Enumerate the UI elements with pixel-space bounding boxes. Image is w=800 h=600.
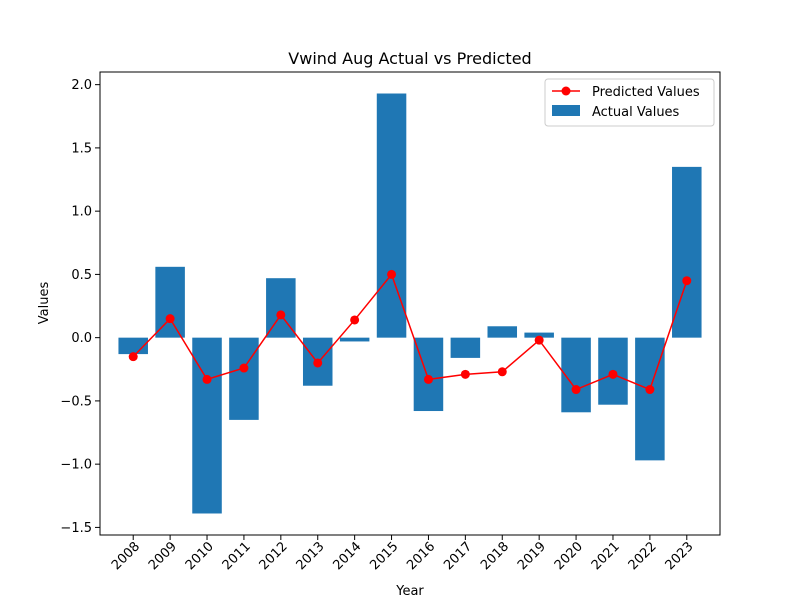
x-axis-title: Year bbox=[395, 584, 424, 599]
y-tick-label: −1.0 bbox=[60, 458, 92, 473]
y-tick-label: 2.0 bbox=[71, 78, 92, 93]
predicted-point-2023 bbox=[682, 276, 692, 286]
predicted-point-2017 bbox=[460, 369, 470, 379]
legend-predicted-marker bbox=[561, 86, 571, 96]
x-tick-label: 2023 bbox=[663, 539, 697, 573]
chart-title: Vwind Aug Actual vs Predicted bbox=[288, 49, 531, 68]
predicted-point-2012 bbox=[276, 310, 286, 320]
x-tick-label: 2009 bbox=[146, 539, 180, 573]
legend-box bbox=[544, 78, 715, 127]
y-tick-label: −1.5 bbox=[60, 521, 92, 536]
x-tick-label: 2008 bbox=[109, 539, 143, 573]
x-tick-label: 2014 bbox=[330, 539, 364, 573]
bar-2009 bbox=[155, 266, 185, 338]
predicted-point-2015 bbox=[387, 269, 397, 279]
predicted-point-2018 bbox=[497, 367, 507, 377]
bar-2011 bbox=[229, 337, 259, 420]
predicted-point-2011 bbox=[239, 363, 249, 373]
predicted-point-2009 bbox=[165, 314, 175, 324]
x-tick-label: 2021 bbox=[589, 539, 623, 573]
predicted-markers-layer bbox=[128, 269, 692, 395]
x-tick-label: 2016 bbox=[404, 539, 438, 573]
y-axis-title: Values bbox=[37, 282, 52, 325]
plot-frame bbox=[99, 71, 721, 536]
x-axis: 2008 2009 2010 2011 2012 2013 2014 2015 2016 2017… bbox=[109, 535, 697, 573]
predicted-point-2022 bbox=[645, 385, 655, 395]
bar-2022 bbox=[635, 337, 665, 461]
bar-2020 bbox=[561, 337, 591, 413]
x-tick-label: 2020 bbox=[552, 539, 586, 573]
x-tick-label: 2015 bbox=[367, 539, 401, 573]
x-tick-label: 2017 bbox=[441, 539, 475, 573]
y-tick-label: 0.5 bbox=[71, 268, 92, 283]
x-tick-label: 2012 bbox=[257, 539, 291, 573]
predicted-point-2021 bbox=[608, 369, 618, 379]
predicted-point-2014 bbox=[350, 315, 360, 325]
y-tick-label: −0.5 bbox=[60, 394, 92, 409]
bar-2019 bbox=[524, 332, 554, 338]
x-tick-label: 2018 bbox=[478, 539, 512, 573]
x-tick-label: 2010 bbox=[183, 539, 217, 573]
predicted-point-2013 bbox=[313, 358, 323, 368]
bar-2018 bbox=[487, 326, 518, 338]
bar-2015 bbox=[376, 93, 407, 338]
legend-actual-label: Actual Values bbox=[592, 105, 680, 120]
bar-2017 bbox=[450, 337, 481, 358]
y-tick-label: 1.5 bbox=[71, 141, 92, 156]
x-tick-label: 2019 bbox=[515, 539, 549, 573]
predicted-point-2016 bbox=[423, 374, 433, 384]
bar-2010 bbox=[192, 337, 222, 514]
predicted-point-2010 bbox=[202, 374, 212, 384]
predicted-line-layer bbox=[132, 272, 688, 391]
legend: Predicted Values Actual Values bbox=[544, 78, 715, 127]
x-tick-label: 2011 bbox=[220, 539, 254, 573]
bar-2014 bbox=[339, 337, 370, 342]
predicted-line bbox=[132, 272, 688, 391]
bars-layer bbox=[118, 93, 702, 514]
x-tick-label: 2022 bbox=[626, 539, 660, 573]
y-tick-label: 1.0 bbox=[71, 205, 92, 220]
predicted-point-2020 bbox=[571, 385, 581, 395]
plot-area bbox=[118, 93, 702, 514]
y-axis: −1.5 −1.0 −0.5 0.0 0.5 1.0 1.5 2.0 bbox=[60, 78, 100, 536]
legend-predicted-label: Predicted Values bbox=[592, 85, 700, 100]
legend-actual-swatch bbox=[552, 105, 580, 116]
y-tick-label: 0.0 bbox=[71, 331, 92, 346]
x-tick-label: 2013 bbox=[294, 539, 328, 573]
predicted-point-2019 bbox=[534, 335, 544, 345]
predicted-point-2008 bbox=[128, 352, 138, 362]
